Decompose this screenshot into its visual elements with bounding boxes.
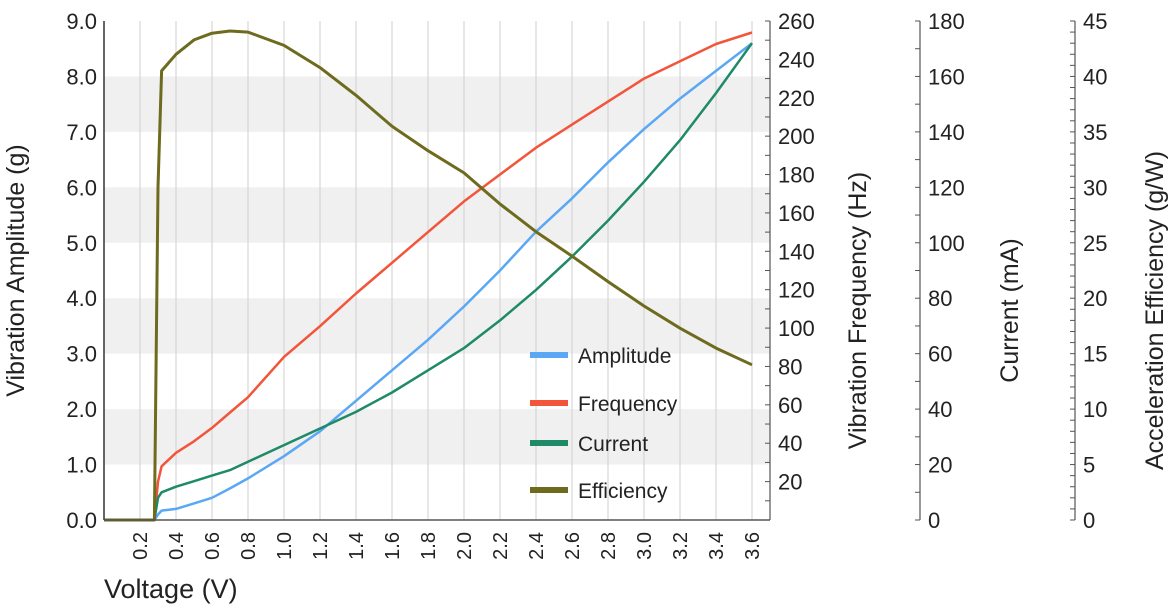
x-tick-label: 2.8 <box>598 532 620 560</box>
y-tick-label-eff: 40 <box>1083 64 1107 89</box>
y-tick-label-cur: 80 <box>928 286 952 311</box>
y-tick-label-eff: 30 <box>1083 175 1107 200</box>
y-tick-label: 7.0 <box>66 120 97 145</box>
legend-label: Amplitude <box>578 345 671 368</box>
y-tick-label-eff: 35 <box>1083 120 1107 145</box>
y-tick-label-freq: 40 <box>778 431 802 456</box>
y-tick-label: 3.0 <box>66 342 97 367</box>
x-tick-label: 2.4 <box>526 532 548 560</box>
y-tick-label-eff: 0 <box>1083 508 1095 533</box>
x-tick-label: 1.0 <box>274 532 296 560</box>
legend: Amplitude Frequency Current Efficiency <box>530 345 678 503</box>
y-tick-label-freq: 140 <box>778 239 815 264</box>
y-tick-label-cur: 20 <box>928 453 952 478</box>
y-tick-label: 9.0 <box>66 9 97 34</box>
series-line-amplitude <box>104 42 753 522</box>
y-tick-label-freq: 180 <box>778 163 815 188</box>
y-tick-label: 8.0 <box>66 64 97 89</box>
series-line-current <box>104 42 754 522</box>
y-tick-label-cur: 100 <box>928 231 965 256</box>
y-tick-label-cur: 60 <box>928 342 952 367</box>
y-tick-label-freq: 60 <box>778 393 802 418</box>
y-tick-label-cur: 140 <box>928 120 965 145</box>
x-tick-label: 0.2 <box>130 532 152 560</box>
y-axis-label-eff: Acceleration Efficiency (g/W) <box>1141 151 1169 470</box>
x-tick-label: 2.2 <box>490 532 512 560</box>
x-tick-label: 3.0 <box>634 532 656 560</box>
y-tick-label-freq: 20 <box>778 470 802 495</box>
y-tick-label-freq: 220 <box>778 86 815 111</box>
y-tick-label: 2.0 <box>66 397 97 422</box>
series-line-efficiency <box>104 29 753 522</box>
x-tick-label: 3.6 <box>742 532 764 560</box>
y-tick-label-eff: 20 <box>1083 286 1107 311</box>
y-axis-label-freq: Vibration Frequency (Hz) <box>844 172 872 449</box>
y-tick-label: 0.0 <box>66 508 97 533</box>
grid-band <box>104 76 770 132</box>
x-tick-label: 1.4 <box>346 532 368 560</box>
x-tick-label: 2.6 <box>562 532 584 560</box>
y-tick-label-eff: 5 <box>1083 453 1095 478</box>
grid-band <box>104 187 770 243</box>
y-axis-label-amplitude: Vibration Amplitude (g) <box>2 144 30 396</box>
y-tick-label-freq: 160 <box>778 201 815 226</box>
y-tick-label-cur: 160 <box>928 64 965 89</box>
x-tick-label: 3.4 <box>706 532 728 560</box>
y-tick-label-eff: 15 <box>1083 342 1107 367</box>
x-tick-label: 1.8 <box>418 532 440 560</box>
y-tick-label-freq: 200 <box>778 124 815 149</box>
y-tick-label-freq: 240 <box>778 47 815 72</box>
y-tick-label-cur: 180 <box>928 9 965 34</box>
x-tick-label: 2.0 <box>454 532 476 560</box>
y-tick-label-cur: 120 <box>928 175 965 200</box>
x-tick-label: 1.6 <box>382 532 404 560</box>
y-tick-label: 4.0 <box>66 286 97 311</box>
y-tick-label-freq: 80 <box>778 354 802 379</box>
y-tick-label-freq: 260 <box>778 9 815 34</box>
y-tick-label-eff: 45 <box>1083 9 1107 34</box>
x-tick-label: 1.2 <box>310 532 332 560</box>
grid-band <box>104 298 770 354</box>
x-axis-label: Voltage (V) <box>104 574 238 604</box>
legend-label: Current <box>578 433 648 456</box>
x-tick-label: 0.4 <box>166 532 188 560</box>
legend-label: Efficiency <box>578 480 668 503</box>
y-tick-label-cur: 40 <box>928 397 952 422</box>
x-tick-label: 3.2 <box>670 532 692 560</box>
grid-band <box>104 409 770 465</box>
y-tick-label: 1.0 <box>66 453 97 478</box>
y-tick-label-freq: 100 <box>778 316 815 341</box>
legend-label: Frequency <box>578 393 678 416</box>
y-tick-label: 6.0 <box>66 175 97 200</box>
y-tick-label-freq: 120 <box>778 278 815 303</box>
x-tick-label: 0.6 <box>202 532 224 560</box>
y-tick-label-eff: 25 <box>1083 231 1107 256</box>
y-tick-label: 5.0 <box>66 231 97 256</box>
y-tick-label-cur: 0 <box>928 508 940 533</box>
x-tick-label: 0.8 <box>238 532 260 560</box>
series-line-frequency <box>104 31 753 522</box>
y-axis-label-cur: Current (mA) <box>996 238 1024 382</box>
y-tick-label-eff: 10 <box>1083 397 1107 422</box>
